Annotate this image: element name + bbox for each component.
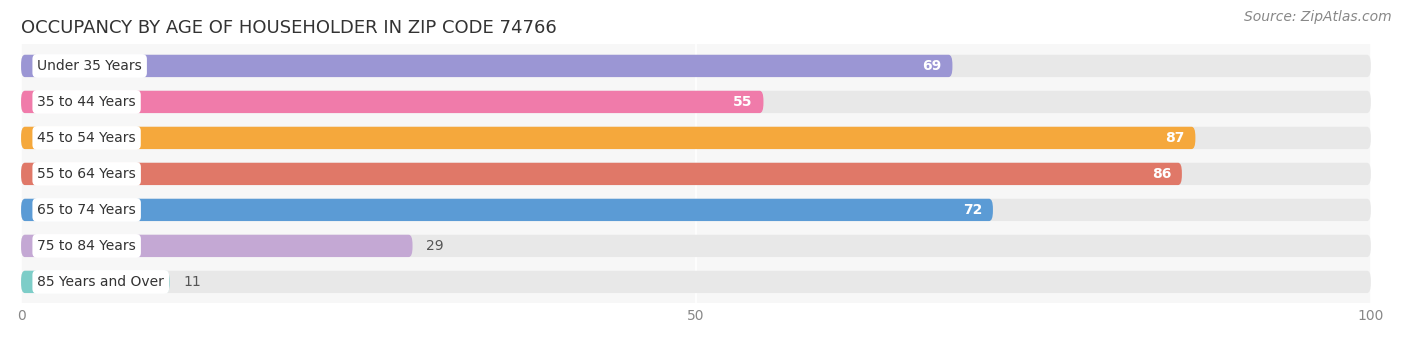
Text: Under 35 Years: Under 35 Years <box>38 59 142 73</box>
FancyBboxPatch shape <box>21 55 1371 77</box>
Text: 85 Years and Over: 85 Years and Over <box>38 275 165 289</box>
FancyBboxPatch shape <box>21 55 952 77</box>
Text: 55 to 64 Years: 55 to 64 Years <box>38 167 136 181</box>
FancyBboxPatch shape <box>21 235 412 257</box>
Text: 86: 86 <box>1152 167 1171 181</box>
Text: 29: 29 <box>426 239 444 253</box>
Text: 69: 69 <box>922 59 942 73</box>
FancyBboxPatch shape <box>21 127 1195 149</box>
Text: 72: 72 <box>963 203 983 217</box>
Text: OCCUPANCY BY AGE OF HOUSEHOLDER IN ZIP CODE 74766: OCCUPANCY BY AGE OF HOUSEHOLDER IN ZIP C… <box>21 19 557 37</box>
FancyBboxPatch shape <box>21 91 763 113</box>
Text: 11: 11 <box>183 275 201 289</box>
Text: 35 to 44 Years: 35 to 44 Years <box>38 95 136 109</box>
FancyBboxPatch shape <box>21 163 1182 185</box>
FancyBboxPatch shape <box>21 271 170 293</box>
FancyBboxPatch shape <box>21 91 1371 113</box>
Text: 55: 55 <box>733 95 752 109</box>
Text: Source: ZipAtlas.com: Source: ZipAtlas.com <box>1244 10 1392 24</box>
Text: 45 to 54 Years: 45 to 54 Years <box>38 131 136 145</box>
FancyBboxPatch shape <box>21 199 993 221</box>
FancyBboxPatch shape <box>21 235 1371 257</box>
FancyBboxPatch shape <box>21 199 1371 221</box>
FancyBboxPatch shape <box>21 127 1371 149</box>
FancyBboxPatch shape <box>21 163 1371 185</box>
Text: 87: 87 <box>1166 131 1185 145</box>
Text: 65 to 74 Years: 65 to 74 Years <box>38 203 136 217</box>
Text: 75 to 84 Years: 75 to 84 Years <box>38 239 136 253</box>
FancyBboxPatch shape <box>21 271 1371 293</box>
